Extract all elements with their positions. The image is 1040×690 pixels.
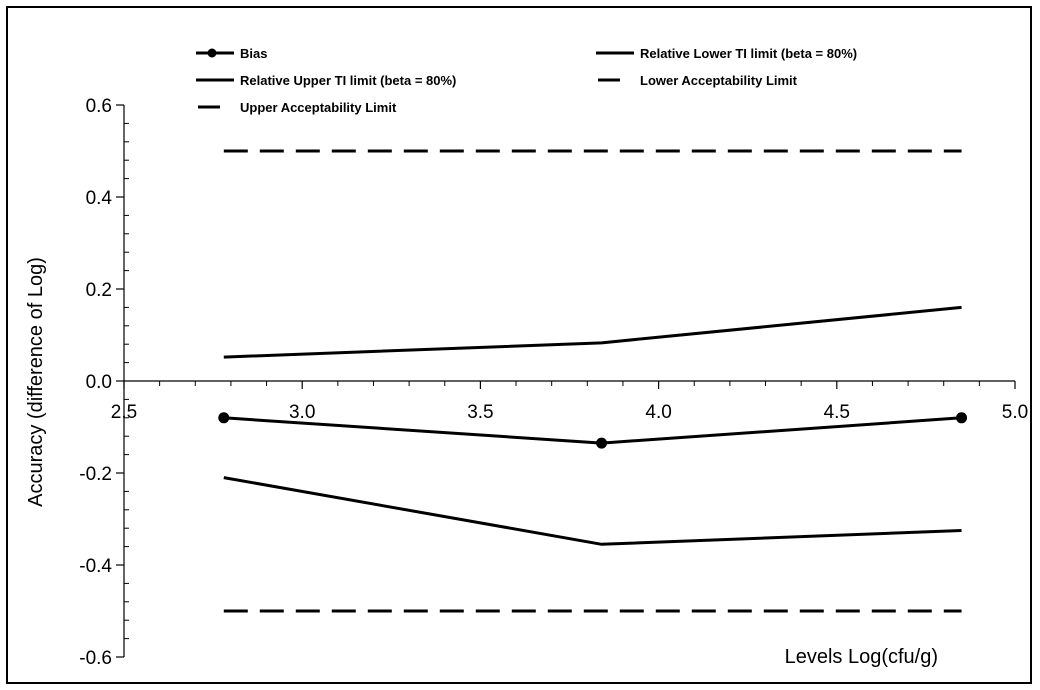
- legend-label-4: Upper Acceptability Limit: [240, 100, 397, 115]
- x-tick-label: 3.0: [289, 402, 315, 423]
- y-tick-label: -0.2: [79, 464, 112, 485]
- y-tick-label: 0.0: [86, 372, 112, 393]
- legend-label-1: Relative Lower TI limit (beta = 80%): [640, 46, 857, 61]
- y-axis-title: Accuracy (difference of Log): [25, 257, 47, 507]
- x-tick-label: 4.0: [645, 402, 671, 423]
- x-tick-label: 4.5: [824, 402, 850, 423]
- series-line-0: [223, 416, 962, 445]
- series-line-1: [223, 476, 962, 546]
- y-tick-label: 0.4: [86, 188, 113, 209]
- legend-label-0: Bias: [240, 46, 267, 61]
- axes: -0.6 -0.4 -0.2 0.0 0.2 0.4 0.6 2.5 3.0 3.5 4.0 4.5 5…: [79, 96, 1028, 669]
- legend-marker: [207, 48, 217, 58]
- series-line-2: [223, 305, 962, 359]
- y-tick-label: -0.4: [79, 556, 112, 577]
- x-axis-title: Levels Log(cfu/g): [785, 646, 938, 668]
- y-tick-label: 0.6: [86, 96, 112, 117]
- legend-label-3: Lower Acceptability Limit: [640, 73, 798, 88]
- bias-marker: [956, 412, 968, 424]
- legend: Bias Relative Lower TI limit (beta = 80%)…: [196, 46, 857, 115]
- x-tick-label: 5.0: [1002, 402, 1028, 423]
- series-layer: [218, 149, 968, 613]
- x-tick-label: 2.5: [111, 402, 137, 423]
- bias-marker: [596, 437, 608, 449]
- bias-marker: [218, 412, 230, 424]
- x-tick-label: 3.5: [467, 402, 493, 423]
- legend-label-2: Relative Upper TI limit (beta = 80%): [240, 73, 456, 88]
- y-tick-label: 0.2: [86, 280, 112, 301]
- y-tick-label: -0.6: [79, 648, 112, 669]
